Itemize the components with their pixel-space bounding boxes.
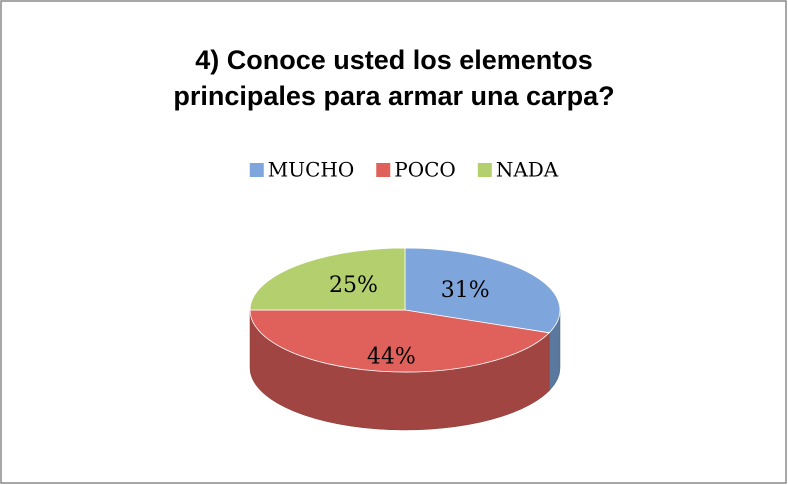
- pie-slice: [249, 247, 406, 311]
- legend-label: POCO: [394, 158, 456, 182]
- legend-label: MUCHO: [268, 158, 354, 182]
- chart-title: 4) Conoce usted los elementos principale…: [173, 45, 615, 111]
- pie-slice: [404, 247, 561, 334]
- legend-swatch: [376, 163, 391, 177]
- pie-slice: [249, 309, 550, 373]
- legend-swatch: [477, 163, 492, 177]
- legend-swatch: [249, 163, 264, 177]
- data-label: 31%: [441, 278, 490, 303]
- legend-label: NADA: [496, 158, 559, 182]
- data-label: 25%: [329, 273, 378, 298]
- data-label: 44%: [367, 344, 416, 369]
